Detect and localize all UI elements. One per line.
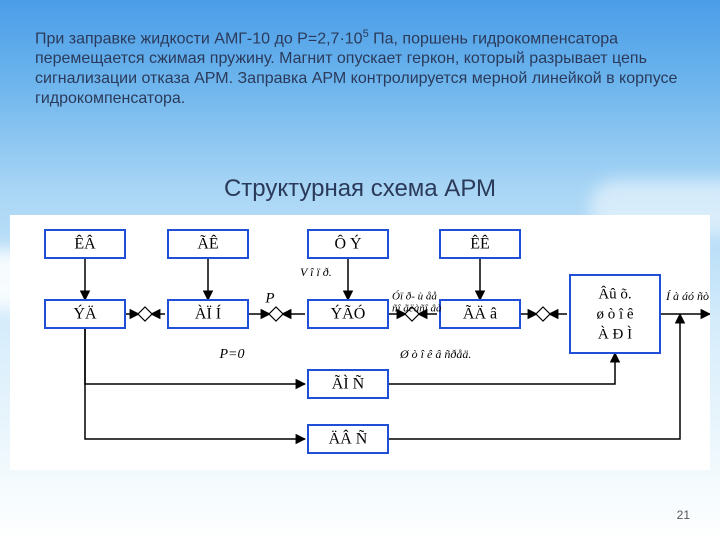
svg-text:ÃÄ â: ÃÄ â xyxy=(463,305,497,323)
svg-text:ñî ãëàñî âà: ñî ãëàñî âà xyxy=(392,303,442,315)
svg-text:Ô Ý: Ô Ý xyxy=(334,234,362,253)
svg-text:Óï ð- ù åå: Óï ð- ù åå xyxy=(392,291,437,303)
svg-text:À Ð Ì: À Ð Ì xyxy=(598,325,632,342)
flowchart-svg: ÊÂ ÃÊ Ô Ý ÊÊ ÝÄ ÀÏ Í ÝÃÓ ÃÄ â ÃÌ Ñ ÄÂ Ñ Âû õ. ø ò î… xyxy=(10,215,710,470)
svg-text:Âû õ.: Âû õ. xyxy=(598,285,631,302)
flowchart-diagram: ÊÂ ÃÊ Ô Ý ÊÊ ÝÄ ÀÏ Í ÝÃÓ ÃÄ â ÃÌ Ñ ÄÂ Ñ Âû õ. ø ò î… xyxy=(10,215,710,470)
svg-text:ÝÃÓ: ÝÃÓ xyxy=(331,304,366,323)
slide-number: 21 xyxy=(677,508,690,522)
body-paragraph: При заправке жидкости АМГ-10 до Р=2,7·10… xyxy=(35,28,685,109)
svg-text:ÊÂ: ÊÂ xyxy=(74,234,96,253)
diagram-title: Структурная схема АРМ xyxy=(0,175,720,203)
svg-text:ÝÄ: ÝÄ xyxy=(73,304,97,323)
svg-text:ÀÏ Í: ÀÏ Í xyxy=(195,304,221,323)
svg-text:Ø ò î ê â ñðåä.: Ø ò î ê â ñðåä. xyxy=(399,347,471,361)
svg-text:ÃÊ: ÃÊ xyxy=(197,234,218,253)
svg-text:V î ï ð.: V î ï ð. xyxy=(300,265,332,279)
svg-text:ø ò î ê: ø ò î ê xyxy=(596,306,633,322)
svg-text:P=0: P=0 xyxy=(219,347,245,362)
svg-text:ÄÂ Ñ: ÄÂ Ñ xyxy=(329,429,368,448)
svg-text:ÊÊ: ÊÊ xyxy=(470,234,490,253)
svg-text:Í à áó ñò åð: Í à áó ñò åð xyxy=(665,289,710,303)
svg-text:ÃÌ Ñ: ÃÌ Ñ xyxy=(332,374,365,393)
svg-text:P: P xyxy=(264,290,274,306)
